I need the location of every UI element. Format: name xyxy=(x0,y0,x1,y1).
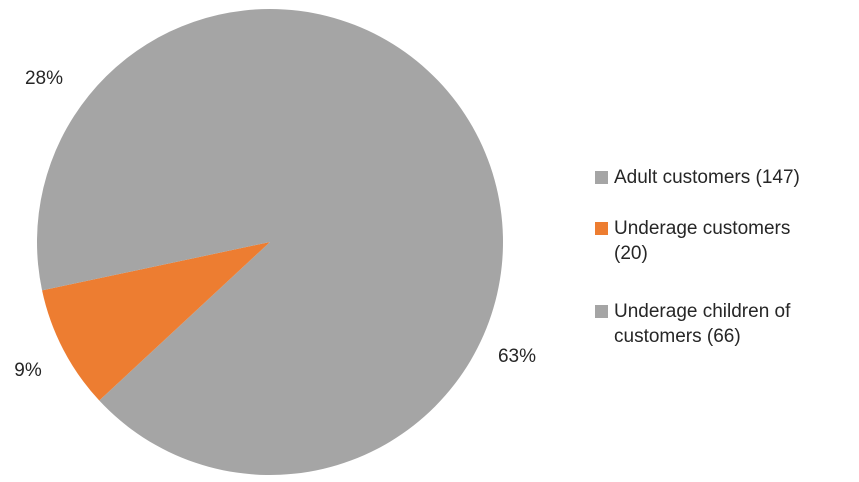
pie-percent-labels: 63% 9% 28% xyxy=(14,68,536,381)
pie-label-underage-children: 28% xyxy=(25,68,63,89)
legend-label-adult-customers: Adult customers (147) xyxy=(614,167,800,188)
legend-swatch-underage-customers xyxy=(595,222,608,235)
pie-label-adult-customers: 63% xyxy=(498,346,536,367)
pie-label-underage-customers: 9% xyxy=(14,360,42,381)
pie-slice-underage-children xyxy=(37,9,270,291)
pie-chart: 63% 9% 28% xyxy=(14,9,536,475)
legend-item-underage-customers: Underage customers (20) xyxy=(595,216,825,266)
chart-legend: Adult customers (147) Underage customers… xyxy=(595,0,859,482)
legend-label-underage-customers: Underage customers (20) xyxy=(614,218,791,264)
legend-swatch-adult-customers xyxy=(595,171,608,184)
pie-slice-underage-customers xyxy=(42,242,270,401)
legend-item-adult-customers: Adult customers (147) xyxy=(595,165,857,190)
pie-slice-adult-customers xyxy=(99,9,503,475)
legend-item-underage-children: Underage children of customers (66) xyxy=(595,299,835,349)
legend-swatch-underage-children xyxy=(595,305,608,318)
pie-slices xyxy=(37,9,503,475)
legend-label-underage-children: Underage children of customers (66) xyxy=(614,301,791,347)
